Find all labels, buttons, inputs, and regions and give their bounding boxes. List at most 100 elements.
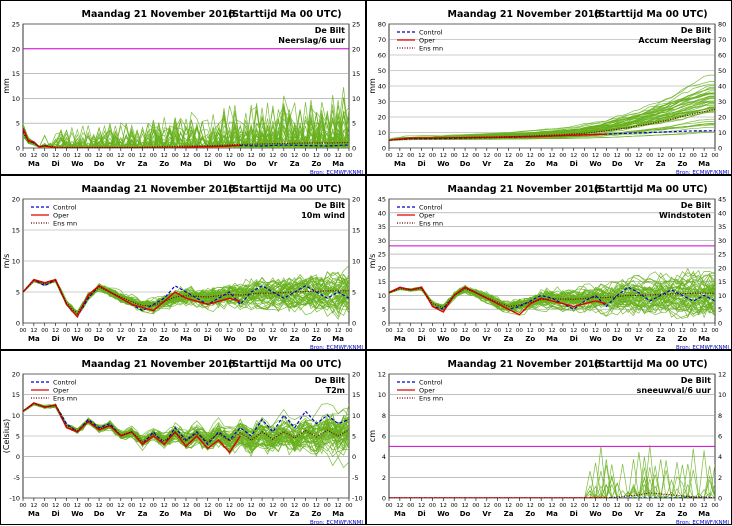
x-day-label: Ma: [546, 510, 558, 518]
x-hour-label: 12: [701, 328, 708, 334]
y-axis-label: mm: [2, 78, 11, 94]
x-day-label: Vr: [116, 160, 125, 168]
ensemble-member-line: [23, 109, 349, 148]
y-tick-label-right: 25: [718, 251, 726, 259]
y-tick-label-right: 30: [718, 237, 726, 245]
y-tick-label-left: 20: [378, 264, 386, 272]
y-tick-label-left: 5: [16, 289, 20, 297]
ensemble-member-line: [23, 107, 349, 148]
x-day-label: Za: [504, 160, 514, 168]
x-hour-label: 00: [407, 153, 414, 159]
x-hour-label: 12: [483, 328, 490, 334]
x-hour-label: 00: [581, 153, 588, 159]
x-hour-label: 12: [440, 503, 447, 509]
y-tick-label-right: -10: [352, 495, 363, 503]
x-day-label: Ma: [180, 335, 192, 343]
x-day-label: Ma: [332, 160, 344, 168]
ensemble-member-line: [23, 403, 349, 445]
x-hour-label: 00: [85, 328, 92, 334]
ensemble-member-line: [389, 285, 715, 317]
y-tick-label-left: 15: [12, 70, 20, 78]
y-tick-label-right: 30: [718, 98, 726, 106]
x-hour-label: 00: [386, 153, 393, 159]
x-day-label: Za: [138, 510, 148, 518]
source-credit: Bron: ECMWF/KNMI: [310, 345, 363, 351]
x-hour-label: 12: [462, 503, 469, 509]
x-day-label: Wo: [437, 160, 449, 168]
ensemble-member-line: [23, 112, 349, 148]
x-day-label: Za: [656, 160, 666, 168]
y-tick-label-right: 5: [352, 433, 356, 441]
x-day-label: Za: [138, 160, 148, 168]
x-hour-label: 12: [418, 503, 425, 509]
x-day-label: Zo: [159, 160, 169, 168]
x-day-label: Wo: [437, 335, 449, 343]
x-hour-label: 12: [139, 328, 146, 334]
x-day-label: Zo: [525, 510, 535, 518]
x-hour-label: 12: [52, 153, 59, 159]
x-hour-label: 12: [183, 153, 190, 159]
ensemble-member-line: [23, 119, 349, 148]
y-tick-label-right: 15: [352, 227, 360, 235]
y-tick-label-left: 0: [382, 495, 386, 503]
ensemble-member-line: [389, 121, 715, 141]
ensemble-member-line: [23, 111, 349, 148]
x-hour-label: 12: [440, 153, 447, 159]
x-hour-label: 12: [549, 503, 556, 509]
y-tick-label-left: 40: [378, 209, 386, 217]
y-tick-label-right: 20: [718, 114, 726, 122]
series-line-ens-mn: [389, 108, 715, 141]
x-hour-label: 00: [193, 328, 200, 334]
x-hour-label: 12: [269, 153, 276, 159]
x-hour-label: 00: [429, 328, 436, 334]
x-hour-label: 12: [635, 153, 642, 159]
x-hour-label: 00: [150, 503, 157, 509]
x-day-label: Ma: [394, 510, 406, 518]
x-hour-label: 00: [603, 328, 610, 334]
y-tick-label-left: 50: [378, 67, 386, 75]
y-tick-label-left: 15: [12, 391, 20, 399]
x-hour-label: 00: [668, 503, 675, 509]
x-day-label: Vr: [268, 160, 277, 168]
x-hour-label: 12: [701, 153, 708, 159]
y-tick-label-right: 15: [352, 70, 360, 78]
ensemble-member-line: [389, 270, 715, 311]
x-hour-label: 12: [117, 503, 124, 509]
x-hour-label: 12: [335, 503, 342, 509]
x-hour-label: 12: [248, 153, 255, 159]
x-hour-label: 00: [494, 153, 501, 159]
x-day-label: Di: [417, 160, 425, 168]
x-hour-label: 00: [85, 153, 92, 159]
x-hour-label: 00: [346, 153, 353, 159]
chart-subtitle: (Starttijd Ma 00 UTC): [228, 359, 342, 370]
y-tick-label-right: 35: [718, 223, 726, 231]
x-hour-label: 00: [324, 328, 331, 334]
x-hour-label: 12: [291, 503, 298, 509]
y-tick-label-left: 6: [382, 433, 386, 441]
y-axis-label: m/s: [368, 254, 377, 269]
variable-label: Neerslag/6 uur: [278, 36, 345, 45]
chart-svg: Maandag 21 November 2016(Starttijd Ma 00…: [2, 359, 363, 526]
x-day-label: Ma: [546, 335, 558, 343]
ensemble-member-line: [23, 97, 349, 148]
y-tick-label-left: 40: [378, 83, 386, 91]
x-day-label: Di: [204, 160, 212, 168]
y-tick-label-left: 45: [378, 196, 386, 204]
legend-label: Oper: [419, 36, 435, 44]
chart-svg: Maandag 21 November 2016(Starttijd Ma 00…: [368, 359, 729, 526]
y-tick-label-left: -10: [9, 495, 20, 503]
legend-label: Oper: [53, 211, 69, 219]
x-day-label: Wo: [223, 160, 235, 168]
y-tick-label-right: 10: [352, 95, 360, 103]
x-day-label: Do: [94, 335, 105, 343]
ensemble-member-line: [23, 117, 349, 148]
y-tick-label-right: 60: [718, 52, 726, 60]
x-day-label: Do: [460, 160, 471, 168]
y-tick-label-left: 20: [12, 45, 20, 53]
series-line-control: [389, 286, 715, 310]
chart-title: Maandag 21 November 2016: [82, 359, 236, 370]
y-tick-label-right: 12: [718, 371, 726, 379]
ensemble-member-line: [389, 280, 715, 313]
ensemble-member-line: [23, 105, 349, 148]
y-tick-label-right: 45: [718, 196, 726, 204]
